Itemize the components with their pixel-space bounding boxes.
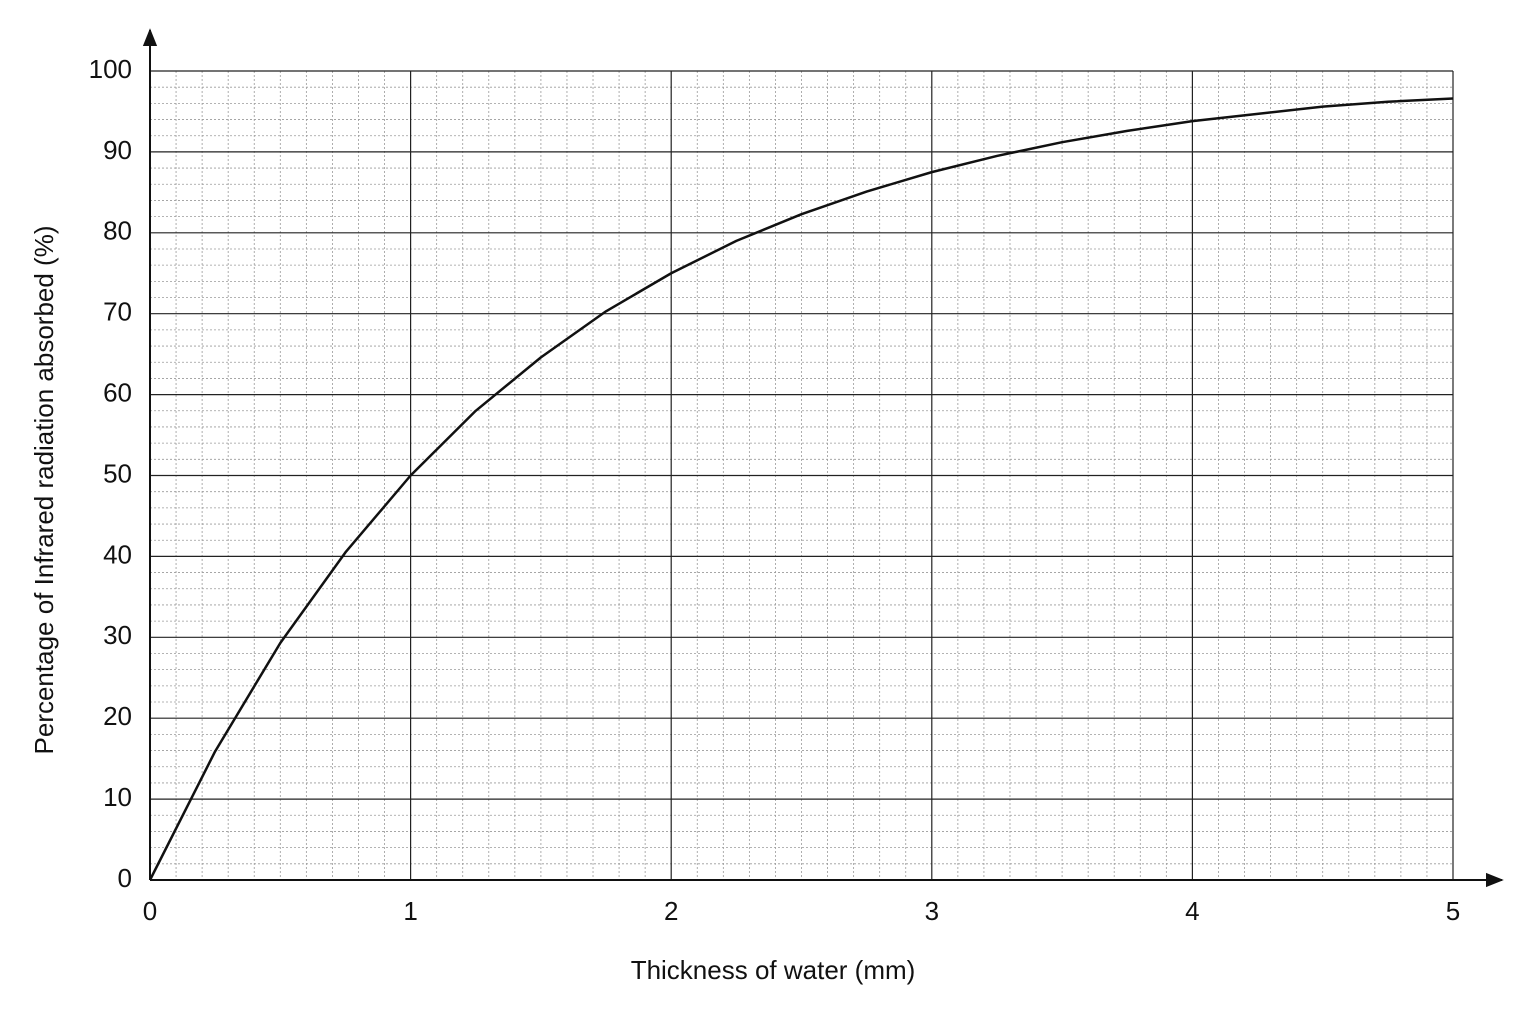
y-tick-label: 30 bbox=[103, 620, 132, 650]
y-tick-label: 80 bbox=[103, 216, 132, 246]
y-tick-label: 40 bbox=[103, 539, 132, 569]
x-tick-label: 2 bbox=[664, 896, 678, 926]
x-tick-label: 4 bbox=[1185, 896, 1199, 926]
x-axis-title: Thickness of water (mm) bbox=[631, 955, 916, 985]
x-tick-label: 3 bbox=[925, 896, 939, 926]
y-axis-title: Percentage of Infrared radiation absorbe… bbox=[29, 226, 59, 755]
x-tick-label: 5 bbox=[1446, 896, 1460, 926]
y-tick-label: 70 bbox=[103, 297, 132, 327]
grid bbox=[149, 70, 1454, 881]
y-tick-label: 10 bbox=[103, 782, 132, 812]
y-tick-label: 50 bbox=[103, 458, 132, 488]
curve bbox=[148, 97, 1454, 881]
x-tick-label: 1 bbox=[403, 896, 417, 926]
y-tick-label: 0 bbox=[118, 863, 132, 893]
x-tick-label: 0 bbox=[143, 896, 157, 926]
y-tick-label: 20 bbox=[103, 701, 132, 731]
y-tick-label: 60 bbox=[103, 377, 132, 407]
y-tick-label: 90 bbox=[103, 135, 132, 165]
y-tick-label: 100 bbox=[89, 54, 132, 84]
